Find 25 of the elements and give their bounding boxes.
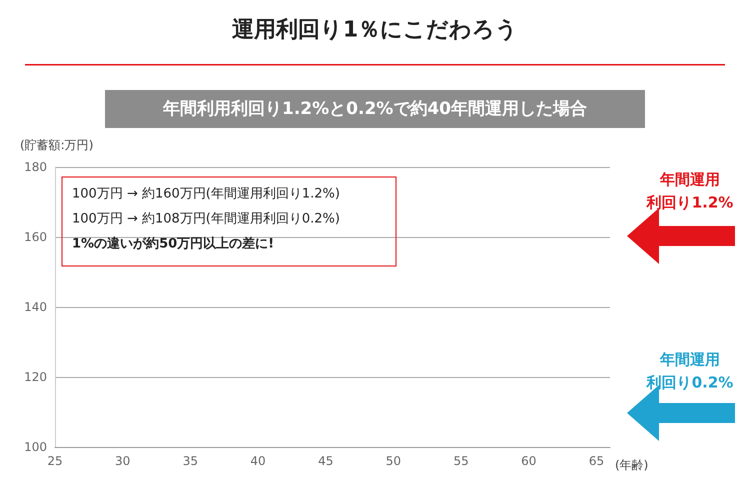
text: 利回り0.2%	[646, 374, 734, 392]
y-axis-title: (貯蓄額:万円)	[20, 138, 94, 152]
x-axis-title: (年齢)	[615, 458, 648, 472]
x-tick-label: 60	[521, 454, 536, 468]
text: 利回り1.2%	[646, 194, 734, 212]
annotation: 100万円 → 約160万円(年間運用利回り1.2%)	[72, 186, 340, 202]
y-tick-label: 180	[24, 160, 47, 174]
x-tick-label: 55	[453, 454, 469, 468]
y-tick-label: 120	[24, 370, 47, 384]
x-tick-label: 30	[115, 454, 130, 468]
annotation: 100万円 → 約108万円(年間運用利回り0.2%)	[72, 212, 340, 226]
text: 年間運用	[659, 170, 720, 188]
annotation: 1%の違いが約50万円以上の差に!	[72, 236, 274, 252]
chart-subtitle: 年間利用利回り1.2%と0.2%で約40年間運用した場合	[162, 99, 587, 119]
y-tick-label: 100	[24, 440, 47, 454]
y-tick-label: 160	[24, 230, 47, 244]
x-tick-label: 35	[182, 454, 198, 468]
x-tick-label: 45	[318, 454, 334, 468]
text: 年間運用	[659, 350, 720, 368]
chart-title: 運用利回り1％にこだわろう	[232, 18, 518, 42]
x-tick-label: 65	[588, 454, 604, 468]
x-tick-label: 40	[250, 454, 266, 468]
x-tick-label: 50	[386, 454, 402, 468]
x-tick-label: 25	[47, 454, 63, 468]
y-tick-label: 140	[24, 300, 47, 314]
